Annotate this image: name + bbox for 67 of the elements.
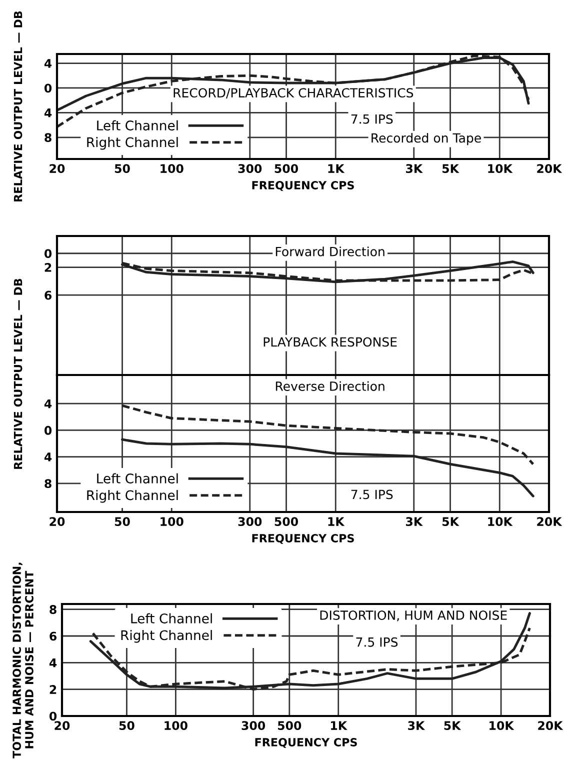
legend-label: Right Channel <box>87 490 178 503</box>
annotation: PLAYBACK RESPONSE <box>264 337 397 347</box>
x-tick-label: 1K <box>331 721 348 730</box>
x-tick-label: 5K <box>442 517 460 526</box>
y-tick-label: 0 <box>44 249 52 258</box>
x-tick-label: 500 <box>274 517 298 526</box>
x-tick-label: 20 <box>50 517 65 526</box>
x-tick-label: 300 <box>238 517 262 526</box>
legend-label: Right Channel <box>87 136 178 150</box>
x-tick-label: 3K <box>406 164 423 173</box>
x-tick-label: 50 <box>119 721 134 730</box>
y-axis-title: TOTAL HARMONIC DISTORTION, HUM AND NOISE — PERCENT <box>12 562 34 758</box>
x-tick-label: 5K <box>444 721 462 730</box>
x-tick-label: 300 <box>242 721 266 730</box>
x-axis-title: FREQUENCY CPS <box>255 738 357 748</box>
x-tick-label: 500 <box>274 164 298 173</box>
x-tick-label: 10K <box>490 721 514 730</box>
x-tick-label: 300 <box>238 164 262 173</box>
x-tick-label: 20K <box>537 164 562 173</box>
y-tick-label: 4 <box>44 452 52 462</box>
y-tick-label: 4 <box>44 59 52 68</box>
x-tick-label: 20K <box>538 721 564 730</box>
x-tick-label: 3K <box>406 517 423 526</box>
y-axis-title: RELATIVE OUTPUT LEVEL — DB <box>14 278 22 469</box>
legend-label: Left Channel <box>131 613 212 624</box>
legend-label: Right Channel <box>121 630 212 643</box>
annotation: 7.5 IPS <box>356 637 398 647</box>
y-axis-title: RELATIVE OUTPUT LEVEL — DB <box>14 11 22 202</box>
annotation: RECORD/PLAYBACK CHARACTERISTICS <box>174 88 414 99</box>
annotation: 7.5 IPS <box>351 114 393 124</box>
y-tick-label: 2 <box>44 263 52 272</box>
x-tick-label: 100 <box>160 517 184 526</box>
y-tick-label: 6 <box>44 290 52 300</box>
legend-label: Left Channel <box>97 120 178 130</box>
x-tick-label: 5K <box>442 164 460 173</box>
x-axis-title: FREQUENCY CPS <box>252 181 354 191</box>
annotation: Forward Direction <box>276 246 384 256</box>
y-tick-label: 0 <box>44 84 52 93</box>
y-tick-label: 4 <box>49 658 57 668</box>
x-tick-label: 20 <box>54 721 70 730</box>
y-tick-label: 8 <box>44 479 52 488</box>
annotation: DISTORTION, HUM AND NOISE <box>320 610 507 622</box>
x-tick-label: 20 <box>50 164 65 173</box>
y-tick-label: 8 <box>44 133 52 142</box>
x-tick-label: 20K <box>537 517 562 526</box>
y-tick-label: 6 <box>50 632 57 641</box>
x-tick-label: 50 <box>114 517 130 526</box>
annotation: 7.5 IPS <box>351 490 393 500</box>
x-tick-label: 50 <box>114 164 130 173</box>
y-tick-label: 8 <box>50 605 56 614</box>
x-tick-label: 1K <box>328 517 345 526</box>
x-tick-label: 500 <box>278 721 302 730</box>
y-tick-label: 4 <box>44 399 52 408</box>
x-tick-label: 10K <box>488 164 513 173</box>
x-tick-label: 100 <box>160 164 184 173</box>
x-tick-label: 1K <box>328 164 345 173</box>
y-tick-label: 0 <box>49 712 57 721</box>
y-tick-label: 2 <box>50 685 56 694</box>
legend-label: Left Channel <box>97 473 178 484</box>
x-tick-label: 100 <box>164 721 188 730</box>
annotation: Reverse Direction <box>276 381 384 391</box>
x-tick-label: 10K <box>488 517 513 526</box>
y-tick-label: 4 <box>44 108 52 118</box>
x-tick-label: 3K <box>408 721 426 730</box>
annotation: Recorded on Tape <box>372 133 481 146</box>
y-tick-label: 0 <box>44 426 52 435</box>
x-axis-title: FREQUENCY CPS <box>252 534 354 544</box>
